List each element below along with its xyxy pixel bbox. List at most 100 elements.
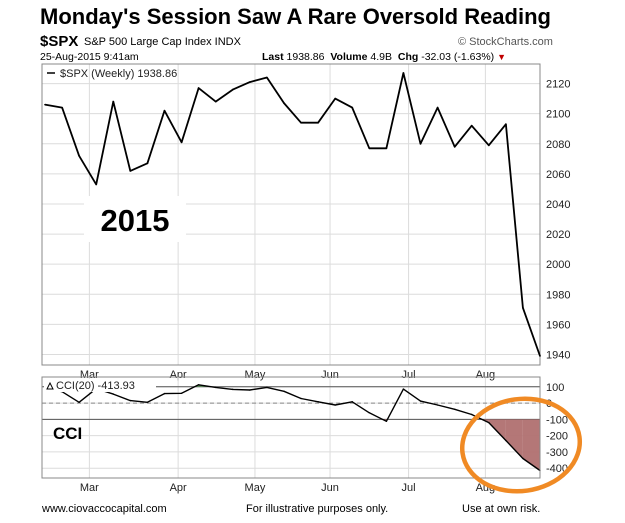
cci-x-tick-label: Jul bbox=[402, 482, 416, 494]
last-label: Last bbox=[262, 51, 284, 63]
price-x-tick-label: Jun bbox=[321, 369, 339, 381]
spx-data-point bbox=[78, 155, 80, 157]
spx-data-point bbox=[334, 97, 336, 100]
spx-data-point bbox=[351, 106, 354, 109]
spx-data-point bbox=[487, 144, 490, 147]
price-legend-label: $SPX (Weekly) 1938.86 bbox=[60, 68, 177, 80]
last-value: 1938.86 bbox=[286, 51, 325, 63]
spx-data-point bbox=[112, 100, 115, 103]
spx-data-point bbox=[129, 170, 132, 172]
spx-data-point bbox=[44, 103, 46, 106]
footer-risk-note: Use at own risk. bbox=[462, 503, 541, 515]
spx-data-point bbox=[197, 87, 200, 89]
cci-data-point bbox=[232, 388, 234, 391]
oversold-highlight-circle bbox=[459, 396, 583, 494]
spx-data-point bbox=[522, 307, 524, 309]
footer-disclaimer: For illustrative purposes only. bbox=[246, 503, 389, 515]
cci-panel-label: CCI bbox=[53, 424, 82, 443]
cci-data-point bbox=[453, 408, 456, 410]
cci-data-point bbox=[471, 413, 473, 416]
price-x-tick-label: Aug bbox=[476, 369, 496, 381]
spx-data-point bbox=[436, 106, 439, 109]
spx-data-point bbox=[419, 142, 422, 145]
spx-data-point bbox=[214, 100, 217, 103]
spx-data-point bbox=[249, 81, 251, 83]
quote-date: 25-Aug-2015 9:41am bbox=[40, 51, 139, 63]
spx-data-point bbox=[231, 88, 234, 91]
spx-data-point bbox=[283, 102, 285, 104]
cci-data-point bbox=[283, 390, 285, 393]
price-panel-frame bbox=[41, 63, 541, 366]
price-y-tick-label: 2020 bbox=[546, 229, 570, 241]
cci-data-point bbox=[180, 392, 183, 394]
cci-y-tick-label: -300 bbox=[546, 447, 568, 459]
cci-x-tick-label: Mar bbox=[80, 482, 99, 494]
price-x-tick-label: Apr bbox=[170, 369, 187, 381]
cci-data-point bbox=[334, 404, 336, 406]
down-arrow-icon: ▼ bbox=[497, 52, 506, 62]
price-y-tick-label: 2100 bbox=[546, 109, 570, 121]
price-x-tick-label: Mar bbox=[80, 369, 99, 381]
spx-data-point bbox=[470, 124, 473, 127]
price-y-tick-label: 2060 bbox=[546, 169, 570, 181]
cci-x-tick-label: Jun bbox=[321, 482, 339, 494]
spx-data-point bbox=[317, 121, 319, 124]
spx-series-line bbox=[44, 72, 541, 357]
cci-data-point bbox=[249, 389, 251, 391]
spx-data-point bbox=[163, 109, 166, 112]
cci-y-tick-label: -100 bbox=[546, 414, 568, 426]
volume-label: Volume bbox=[330, 51, 368, 63]
year-label-box bbox=[84, 196, 186, 242]
cci-data-point bbox=[197, 384, 200, 386]
cci-data-point bbox=[78, 401, 80, 403]
cci-data-point bbox=[266, 386, 268, 389]
cci-data-point bbox=[522, 457, 524, 460]
ticker-name: S&P 500 Large Cap Index INDX bbox=[84, 36, 241, 48]
spx-data-point bbox=[180, 141, 183, 144]
cci-data-point bbox=[112, 393, 114, 395]
price-y-tick-label: 2000 bbox=[546, 259, 570, 271]
spx-data-point bbox=[146, 162, 149, 165]
price-x-tick-label: May bbox=[245, 369, 266, 381]
cci-y-tick-label: -400 bbox=[546, 463, 568, 475]
source-credit: © StockCharts.com bbox=[458, 36, 553, 48]
cci-x-tick-label: Apr bbox=[170, 482, 187, 494]
cci-data-point bbox=[488, 421, 490, 424]
chg-label: Chg bbox=[397, 51, 419, 63]
cci-legend-label: CCI(20) -413.93 bbox=[56, 380, 135, 392]
cci-y-tick-label: -200 bbox=[546, 431, 568, 443]
spx-data-point bbox=[453, 145, 456, 148]
cci-data-point bbox=[368, 412, 371, 414]
cci-x-tick-label: May bbox=[245, 482, 266, 494]
cci-data-point bbox=[300, 397, 302, 400]
cci-data-point bbox=[436, 404, 439, 406]
cci-data-point bbox=[163, 392, 166, 395]
cci-data-point bbox=[419, 400, 422, 402]
year-label: 2015 bbox=[101, 203, 170, 238]
price-y-tick-label: 2040 bbox=[546, 199, 570, 211]
cci-data-point bbox=[129, 399, 132, 402]
spx-data-point bbox=[402, 72, 405, 74]
cci-legend-bg bbox=[44, 379, 156, 392]
cci-data-point bbox=[214, 386, 217, 389]
volume-value: 4.9B bbox=[370, 51, 393, 63]
cci-data-point bbox=[351, 401, 353, 403]
spx-data-point bbox=[61, 106, 63, 109]
page-title: Monday's Session Saw A Rare Oversold Rea… bbox=[40, 4, 551, 29]
cci-data-point bbox=[146, 401, 149, 403]
cci-data-point bbox=[402, 388, 405, 390]
price-y-tick-label: 1940 bbox=[546, 349, 570, 361]
cci-data-point bbox=[317, 401, 319, 403]
cci-legend-icon bbox=[46, 381, 54, 390]
price-y-tick-label: 1960 bbox=[546, 319, 570, 331]
cci-data-point bbox=[505, 439, 507, 442]
price-y-tick-label: 2120 bbox=[546, 79, 570, 91]
chg-value: -32.03 (-1.63%) bbox=[421, 51, 495, 63]
cci-oversold-fill bbox=[522, 419, 540, 471]
spx-data-point bbox=[385, 147, 388, 150]
quote-line: Last 1938.86 Volume 4.9B Chg -32.03 (-1.… bbox=[262, 51, 506, 63]
footer-website: www.ciovaccocapital.com bbox=[42, 503, 167, 515]
spx-data-point bbox=[368, 147, 371, 150]
cci-data-point bbox=[385, 420, 388, 423]
